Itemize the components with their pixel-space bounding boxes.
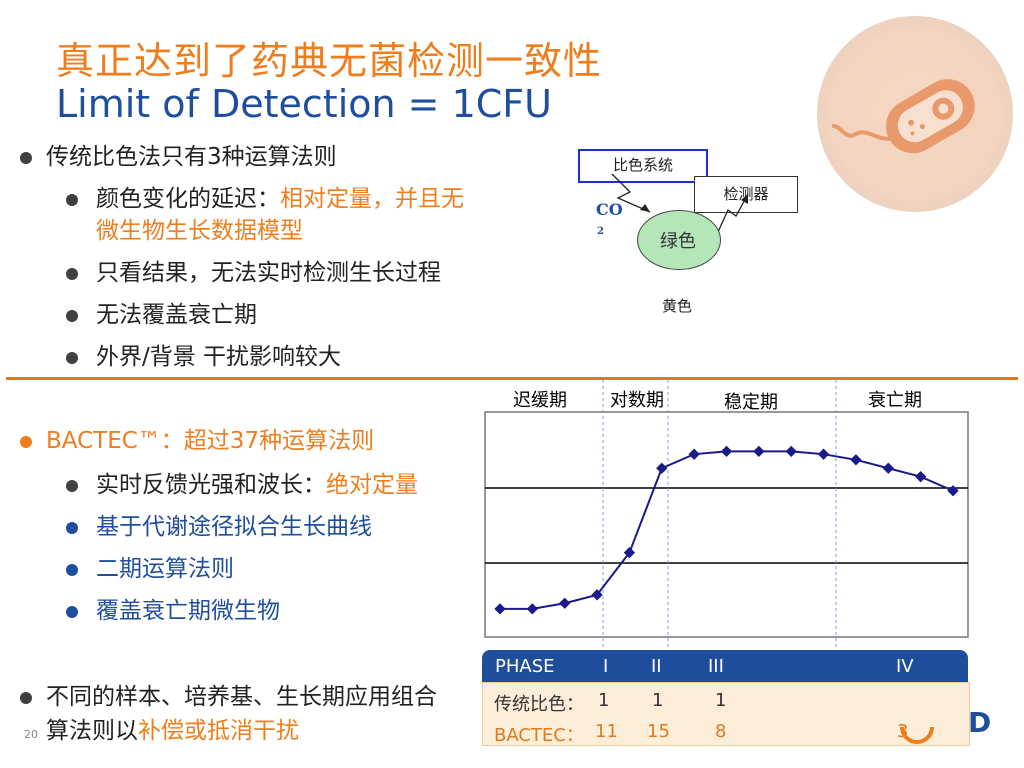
bullet-bactec: BACTEC™：超过37种运算法则	[46, 428, 375, 454]
bullet-dot	[20, 436, 32, 448]
table-cell: 15	[647, 721, 670, 742]
phase-label-log: 对数期	[610, 390, 664, 411]
slide-subtitle: Limit of Detection = 1CFU	[56, 82, 552, 126]
bullet-dot	[66, 606, 78, 618]
bullet-realtime: 实时反馈光强和波长：绝对定量	[96, 472, 418, 498]
phase-label-decline: 衰亡期	[868, 390, 922, 411]
table-row-bactec-label: BACTEC：	[494, 725, 584, 746]
co2-subscript: 2	[597, 226, 604, 237]
curve-point	[753, 445, 765, 458]
diagram-arrows	[611, 173, 749, 233]
table-cell: 8	[715, 721, 727, 742]
curve-point	[850, 454, 862, 466]
bullet-dot	[66, 194, 78, 206]
bullet-metabolic: 基于代谢途径拟合生长曲线	[96, 514, 372, 540]
bullet-no-decline: 无法覆盖衰亡期	[96, 302, 257, 328]
table-cell: 1	[652, 690, 664, 711]
bullet-interference: 外界/背景 干扰影响较大	[96, 344, 342, 370]
table-cell: 1	[715, 690, 727, 711]
logo-partial: D	[900, 706, 991, 746]
table-row-traditional-label: 传统比色：	[494, 694, 584, 715]
slide-title: 真正达到了药典无菌检测一致性	[56, 39, 603, 83]
bullet-dot	[66, 522, 78, 534]
co2-label: CO	[596, 200, 623, 219]
bullet-combination-cont: 算法则以补偿或抵消干扰	[46, 718, 299, 744]
bullet-dot	[20, 152, 32, 164]
table-cell: 11	[595, 721, 618, 742]
phase-table-header	[482, 650, 968, 684]
table-cell: 1	[598, 690, 610, 711]
bullet-result-only: 只看结果，无法实时检测生长过程	[96, 260, 441, 286]
growth-curve-chart	[484, 380, 969, 650]
bacteria-illustration	[817, 16, 1013, 212]
table-header-ii: II	[651, 656, 662, 677]
yellow-label: 黄色	[662, 297, 693, 315]
green-label: 绿色	[660, 231, 696, 252]
colorimetric-system-box: 比色系统	[578, 149, 708, 183]
table-header-i: I	[603, 656, 609, 677]
bullet-dot	[66, 268, 78, 280]
bullet-two-phase: 二期运算法则	[96, 556, 234, 582]
page-number: 20	[24, 728, 38, 741]
table-header-iii: III	[708, 656, 724, 677]
bullet-dot	[20, 692, 32, 704]
bullet-dot	[66, 352, 78, 364]
phase-label-lag: 迟缓期	[513, 390, 567, 411]
table-header-phase: PHASE	[495, 656, 555, 677]
phase-label-stationary: 稳定期	[724, 392, 778, 413]
bullet-dot	[66, 480, 78, 492]
detector-box: 检测器	[694, 176, 798, 213]
bullet-color-delay: 颜色变化的延迟：相对定量，并且无	[96, 186, 464, 212]
green-ellipse	[637, 210, 721, 270]
bullet-dot	[66, 310, 78, 322]
bullet-traditional: 传统比色法只有3种运算法则	[46, 144, 337, 170]
table-header-iv: IV	[896, 656, 914, 677]
bullet-color-delay-cont: 微生物生长数据模型	[96, 218, 303, 244]
bullet-dot	[66, 564, 78, 576]
curve-point	[688, 448, 700, 460]
curve-point	[817, 448, 830, 460]
curve-point	[914, 471, 927, 483]
section-divider	[6, 377, 1018, 380]
bullet-decline-coverage: 覆盖衰亡期微生物	[96, 598, 280, 624]
phase-table-body	[482, 682, 970, 746]
bullet-combination: 不同的样本、培养基、生长期应用组合	[46, 684, 437, 710]
